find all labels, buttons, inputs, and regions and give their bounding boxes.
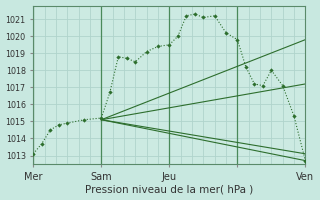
X-axis label: Pression niveau de la mer( hPa ): Pression niveau de la mer( hPa ) xyxy=(85,184,253,194)
